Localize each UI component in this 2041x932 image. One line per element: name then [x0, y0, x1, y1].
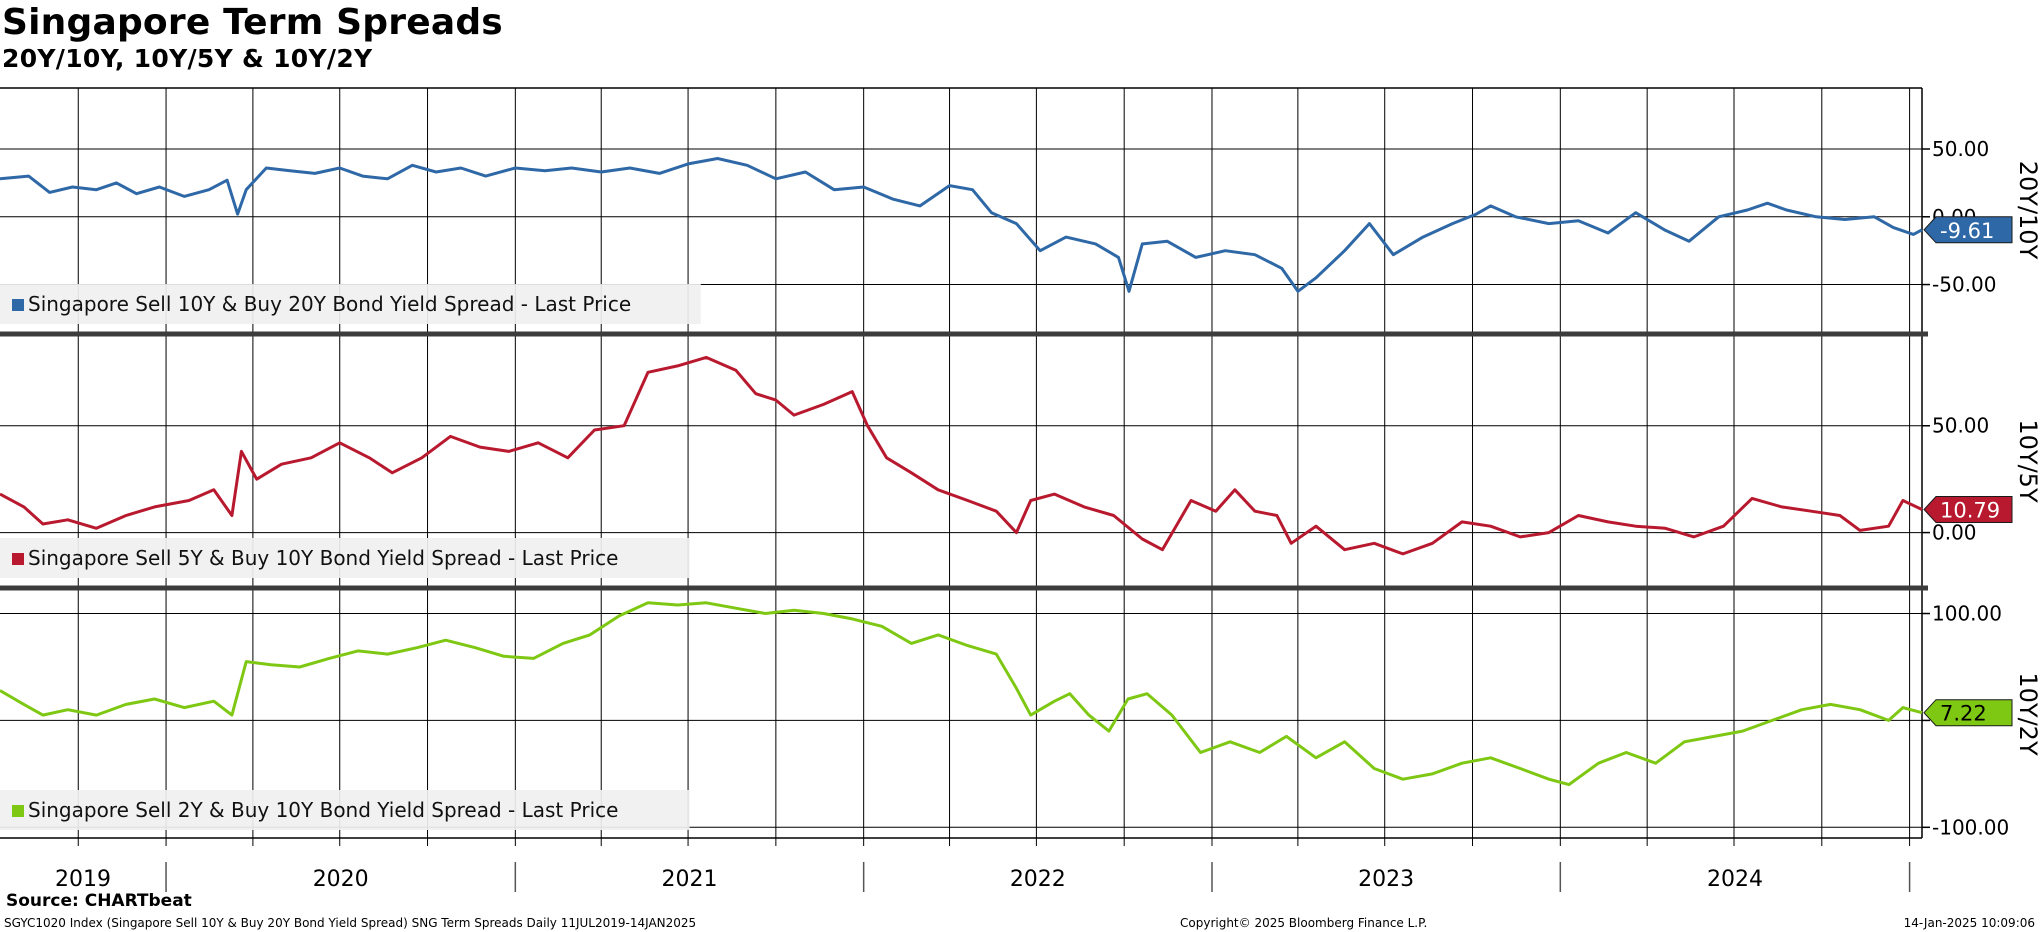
axis-label-s20_10: 20Y/10Y: [2014, 161, 2041, 260]
legend-label-s10_5: Singapore Sell 5Y & Buy 10Y Bond Yield S…: [28, 546, 618, 570]
xtick-label-2022: 2022: [1010, 867, 1066, 892]
xtick-label-2024: 2024: [1707, 867, 1763, 892]
ytick-label-s20_10-0: 50.00: [1932, 137, 1989, 161]
axis-label-s10_2: 10Y/2Y: [2014, 672, 2041, 756]
last-value-label-s20_10: -9.61: [1940, 219, 1994, 243]
footer-description: SGYC1020 Index (Singapore Sell 10Y & Buy…: [4, 916, 697, 930]
last-value-tag-s10_2: [1923, 699, 2013, 727]
xtick-label-2019: 2019: [55, 867, 111, 892]
ytick-label-s10_5-1: 0.00: [1932, 521, 1977, 545]
footer-timestamp: 14-Jan-2025 10:09:06: [1903, 916, 2035, 930]
xtick-label-2021: 2021: [661, 867, 717, 892]
xtick-label-2020: 2020: [313, 867, 369, 892]
ytick-label-s10_2-2: -100.00: [1932, 815, 2009, 839]
series-line-s10_2: [0, 601, 1923, 787]
legend-box-s20_10: [0, 284, 701, 324]
legend-box-s10_5: [0, 538, 690, 578]
axis-label-s10_5: 10Y/5Y: [2014, 419, 2041, 503]
source-note: Source: CHARTbeat: [6, 891, 192, 911]
last-value-label-s10_2: 7.22: [1940, 702, 1987, 726]
chart-title: Singapore Term Spreads: [2, 2, 503, 43]
legend-box-s10_2: [0, 790, 690, 830]
legend-swatch-s10_2: [12, 805, 24, 817]
ytick-label-s10_2-0: 100.00: [1932, 602, 2002, 626]
last-value-tag-s20_10: [1923, 216, 2013, 244]
chart-subtitle: 20Y/10Y, 10Y/5Y & 10Y/2Y: [2, 44, 373, 73]
series-line-s20_10: [0, 157, 1923, 293]
legend-swatch-s20_10: [12, 299, 24, 311]
footer-copyright: Copyright© 2025 Bloomberg Finance L.P.: [1180, 916, 1428, 930]
legend-label-s10_2: Singapore Sell 2Y & Buy 10Y Bond Yield S…: [28, 798, 618, 822]
xtick-label-2023: 2023: [1358, 867, 1414, 892]
legend-label-s20_10: Singapore Sell 10Y & Buy 20Y Bond Yield …: [28, 292, 631, 316]
ytick-label-s10_5-0: 50.00: [1932, 414, 1989, 438]
legend-swatch-s10_5: [12, 553, 24, 565]
last-value-tag-s10_5: [1923, 496, 2013, 524]
ytick-label-s20_10-2: -50.00: [1932, 273, 1996, 297]
series-line-s10_5: [0, 355, 1923, 556]
last-value-label-s10_5: 10.79: [1940, 499, 2000, 523]
